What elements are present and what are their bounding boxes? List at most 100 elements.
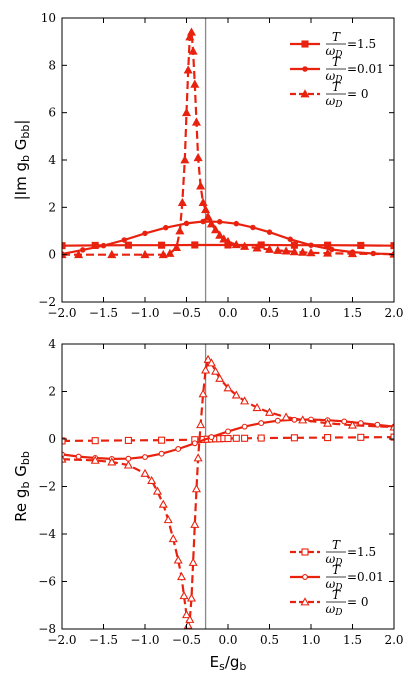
- legend-denominator: ωD: [325, 94, 342, 110]
- series-1-point: [341, 418, 348, 425]
- series-2-point: [107, 457, 117, 466]
- series-1-point: [163, 224, 169, 231]
- series-2-point: [74, 249, 84, 259]
- series-0-point: [390, 242, 394, 250]
- x-tick-label: 1.5: [343, 306, 362, 320]
- series-1-point: [200, 218, 206, 225]
- series-2-point: [185, 614, 195, 623]
- y-tick-label: 4: [48, 337, 56, 351]
- series-2-point: [190, 79, 200, 88]
- series-1-point: [100, 242, 107, 249]
- plot-area: [62, 354, 394, 629]
- series-1-point: [287, 236, 293, 243]
- ticks: −2.0 −1.5 −1.0 −0.5 0.0 0.5 1.0 1.5 2.0 −8 −6 −4 −2 0…: [38, 337, 403, 647]
- series-1-point: [308, 242, 314, 248]
- x-tick-label: 1.0: [301, 633, 320, 647]
- series-0-point: [124, 436, 132, 444]
- series-2-point: [198, 197, 208, 207]
- y-tick-label: −4: [38, 527, 56, 541]
- legend-label: =0.01: [347, 62, 384, 76]
- legend-denominator: ωD: [325, 44, 342, 60]
- x-tick-label: −1.5: [89, 306, 118, 320]
- series-0-point: [232, 434, 240, 442]
- x-tick-label: 0.0: [218, 306, 237, 320]
- series-0-point: [257, 241, 265, 249]
- series-2-point: [306, 248, 316, 257]
- series-2-point: [152, 486, 162, 495]
- x-tick-label: −1.5: [89, 633, 118, 647]
- legend-label: =1.5: [347, 545, 376, 559]
- series-1-point: [216, 219, 223, 225]
- series-0-point: [324, 434, 332, 442]
- series-1-point: [121, 237, 128, 243]
- y-tick-label: 10: [41, 11, 56, 25]
- series-1-point: [225, 428, 231, 435]
- legend-numerator: T: [332, 538, 341, 552]
- series-2-point: [140, 249, 150, 259]
- series-1-point: [142, 454, 148, 460]
- series-2-point: [191, 117, 201, 126]
- x-tick-label: −1.0: [130, 306, 159, 320]
- series-2-point: [252, 402, 262, 412]
- x-tick-label: 0.0: [218, 633, 237, 647]
- series-2-point: [90, 455, 100, 464]
- series-2-point: [193, 453, 203, 462]
- legend-denominator: ωD: [325, 69, 342, 85]
- series-2-point: [168, 534, 178, 543]
- series-2-point: [172, 242, 182, 251]
- legend-marker: [302, 574, 308, 580]
- series-2-point: [264, 407, 275, 416]
- series-1-point: [175, 446, 182, 452]
- series-1-point: [241, 423, 248, 430]
- series-1-point: [158, 450, 165, 457]
- series-0-point: [257, 434, 265, 442]
- series-2-point: [188, 46, 198, 55]
- series-2-point: [323, 248, 333, 257]
- legend-label: =0.01: [347, 570, 384, 584]
- series-2-point: [201, 365, 211, 374]
- series-0-point: [158, 241, 166, 249]
- y-tick-label: −2: [38, 295, 56, 309]
- series-2-point: [188, 557, 198, 566]
- x-tick-label: 0.5: [260, 633, 279, 647]
- y-axis-label: |Im gb Gbb|: [12, 120, 32, 201]
- series-2-point: [196, 181, 206, 190]
- series-2-point: [181, 107, 192, 117]
- series-0-point: [124, 241, 132, 249]
- series-0-point: [390, 433, 394, 441]
- legend-numerator: T: [332, 588, 341, 602]
- series-0-point: [357, 241, 365, 249]
- series-2-point: [323, 418, 333, 427]
- x-tick-label: −2.0: [47, 306, 76, 320]
- series-2-point: [180, 155, 190, 164]
- series-2-point: [215, 373, 225, 382]
- series-2-point: [181, 610, 192, 619]
- series-2-point: [240, 396, 250, 405]
- axes-frame: [61, 17, 395, 303]
- y-tick-label: −8: [38, 622, 56, 636]
- x-tick-label: −0.5: [172, 633, 201, 647]
- x-tick-label: −0.5: [172, 306, 201, 320]
- y-axis-label: Re gb Gbb: [12, 451, 32, 522]
- legend-label: =1.5: [347, 37, 376, 51]
- series-1-point: [328, 246, 335, 253]
- series-2-point: [183, 65, 193, 74]
- x-tick-label: 2.0: [384, 306, 403, 320]
- chart-im: −2.0 −1.5 −1.0 −0.5 0.0 0.5 1.0 1.5 2.0 −2 0 2 4 6 8 10…: [12, 11, 404, 320]
- legend: TωD =1.5 TωD =0.01 TωD = 0: [290, 538, 384, 618]
- series-1-point: [266, 229, 273, 235]
- series-2-point: [186, 593, 197, 602]
- y-tick-label: 2: [48, 385, 56, 399]
- legend-numerator: T: [332, 55, 341, 69]
- series-2-point: [176, 572, 187, 581]
- series-0-point: [158, 436, 166, 444]
- x-tick-label: 1.0: [301, 306, 320, 320]
- series-2-point: [165, 248, 175, 257]
- plot-area: [62, 27, 394, 259]
- series-2-point: [163, 515, 173, 524]
- legend-marker: [300, 597, 310, 606]
- series-0-point: [290, 434, 298, 442]
- series-1-point: [183, 220, 190, 227]
- series-2-point: [173, 555, 183, 564]
- series-2-point: [140, 468, 150, 477]
